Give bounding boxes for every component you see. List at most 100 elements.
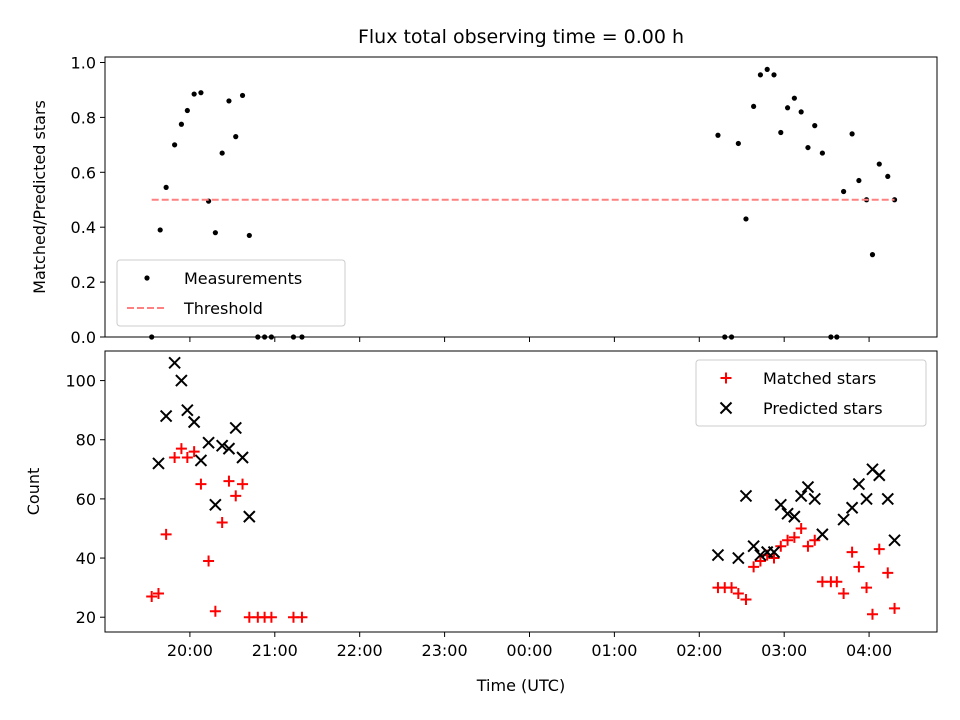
plot-frame: [104, 56, 938, 338]
data-point: [175, 443, 187, 455]
data-point: [838, 588, 850, 600]
data-point: [172, 142, 178, 148]
data-point: [237, 478, 249, 490]
data-point: [159, 409, 173, 423]
data-point: [239, 92, 246, 99]
data-point: [828, 334, 834, 340]
x-tick-label: 23:00: [422, 641, 468, 660]
data-point: [181, 451, 193, 463]
legend-key: [144, 275, 150, 281]
data-point: [816, 528, 829, 541]
y-tick-label: 100: [65, 372, 96, 391]
data-point: [163, 184, 169, 190]
data-point: [216, 517, 228, 529]
ratio-panel: 0.0 0.2 0.4 0.6 0.8 1.0 Matched/Predicted star…: [30, 53, 938, 347]
chart-title: Flux total observing time = 0.00 h: [358, 26, 684, 48]
data-point: [152, 457, 165, 470]
data-point: [722, 334, 728, 340]
data-point: [223, 475, 235, 487]
data-point: [169, 451, 181, 463]
y-tick-label: 0.8: [71, 108, 96, 127]
data-point: [715, 132, 721, 138]
data-point: [788, 510, 801, 523]
data-point: [209, 605, 221, 617]
count-panel: 20:00 21:00 22:00 23:00 00:00 01:00 02:00 03:00…: [24, 350, 938, 660]
data-point: [160, 528, 172, 540]
legend-label: Threshold: [183, 299, 263, 318]
data-point: [866, 608, 878, 620]
x-tick-label: 03:00: [761, 641, 807, 660]
data-point: [194, 454, 208, 467]
data-point: [837, 513, 850, 526]
data-point: [754, 555, 766, 567]
data-point: [268, 334, 274, 340]
y-tick-label: 1.0: [71, 53, 96, 72]
y-tick-label: 0.6: [71, 163, 96, 182]
data-point: [230, 490, 242, 502]
x-tick-label: 22:00: [337, 641, 383, 660]
data-point: [747, 540, 760, 553]
data-point: [754, 548, 767, 562]
data-point: [188, 446, 200, 458]
data-point: [255, 334, 261, 340]
data-point: [296, 611, 308, 623]
plot-frame: [104, 350, 938, 633]
data-point: [784, 105, 791, 111]
data-point: [233, 134, 239, 140]
data-point: [808, 492, 821, 506]
data-point: [798, 109, 804, 115]
data-point: [846, 546, 858, 558]
data-point: [889, 602, 901, 614]
data-point: [226, 98, 232, 104]
data-point: [152, 588, 164, 600]
data-point: [860, 492, 873, 506]
data-point: [181, 403, 194, 417]
data-point: [757, 72, 764, 78]
data-point: [812, 123, 818, 129]
data-point: [209, 498, 222, 512]
data-point: [157, 227, 163, 233]
data-point: [774, 498, 787, 512]
data-point: [195, 478, 207, 490]
legend-key: [719, 401, 733, 415]
legend-box: [695, 359, 927, 427]
x-tick-label: 00:00: [506, 641, 552, 660]
y-tick-label: 0.4: [71, 218, 96, 237]
data-point: [711, 548, 725, 562]
x-tick-label: 21:00: [252, 641, 298, 660]
data-point: [771, 72, 777, 78]
data-point: [178, 121, 185, 127]
data-point: [184, 107, 190, 114]
data-point: [885, 173, 891, 180]
data-point: [845, 501, 859, 514]
data-point: [191, 91, 197, 97]
data-point: [732, 551, 745, 565]
data-point: [262, 334, 268, 340]
data-point: [735, 140, 741, 147]
data-point: [853, 561, 865, 573]
data-point: [236, 451, 249, 464]
data-point: [743, 216, 749, 222]
legend-label: Matched stars: [763, 369, 876, 388]
data-point: [246, 232, 252, 239]
series-measurements: [149, 66, 898, 340]
data-point: [794, 489, 808, 503]
data-point: [802, 540, 814, 552]
series-predicted-stars: [152, 356, 901, 565]
data-point: [764, 66, 770, 72]
data-point: [791, 95, 797, 101]
y-axis-title: Count: [24, 468, 43, 516]
data-point: [212, 230, 218, 236]
data-point: [740, 593, 752, 605]
y-tick-label: 80: [76, 431, 96, 450]
data-point: [781, 507, 794, 520]
data-point: [751, 103, 757, 110]
data-point: [215, 439, 229, 452]
data-point: [768, 552, 780, 564]
legend: Measurements Threshold: [116, 259, 346, 327]
data-point: [243, 510, 256, 523]
data-point: [888, 534, 901, 547]
data-point: [809, 534, 821, 546]
data-point: [265, 611, 277, 623]
